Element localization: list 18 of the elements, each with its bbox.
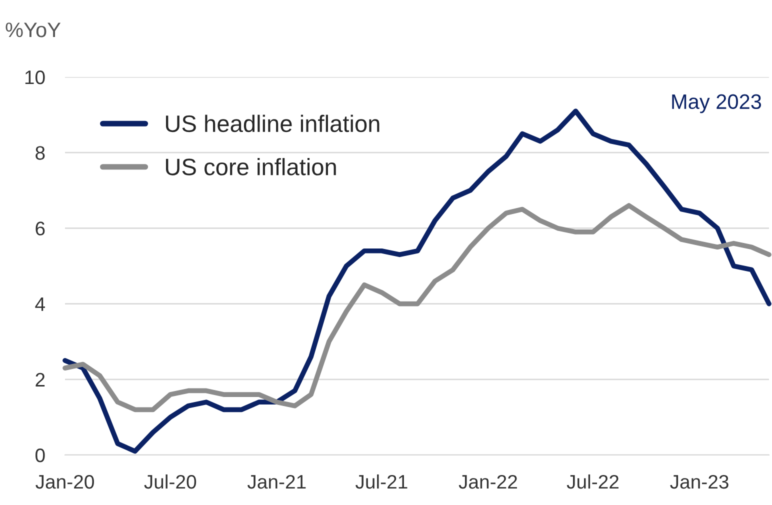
- y-tick-label: 0: [36, 448, 45, 462]
- x-tick-label: Jul-20: [144, 474, 196, 489]
- x-tick-label: Jan-23: [670, 474, 728, 489]
- x-tick-label: Jul-22: [566, 474, 619, 489]
- annotation: May 2023: [672, 94, 762, 114]
- legend-label: US core inflation: [166, 158, 336, 176]
- y-tick-label: 6: [36, 222, 45, 236]
- y-tick-label: 8: [36, 146, 45, 160]
- line-series: [62, 203, 772, 412]
- x-tick-label: Jul-21: [356, 474, 408, 489]
- y-axis-title: %YoY: [6, 22, 61, 38]
- y-tick-label: 4: [35, 297, 45, 311]
- x-tick-label: Jan-21: [247, 474, 306, 489]
- legend-label: US headline inflation: [166, 114, 380, 132]
- x-tick-label: Jan-20: [36, 474, 94, 489]
- y-tick-label: 2: [36, 372, 45, 386]
- x-tick-label: Jan-22: [458, 474, 517, 489]
- y-tick-label: 10: [25, 70, 45, 84]
